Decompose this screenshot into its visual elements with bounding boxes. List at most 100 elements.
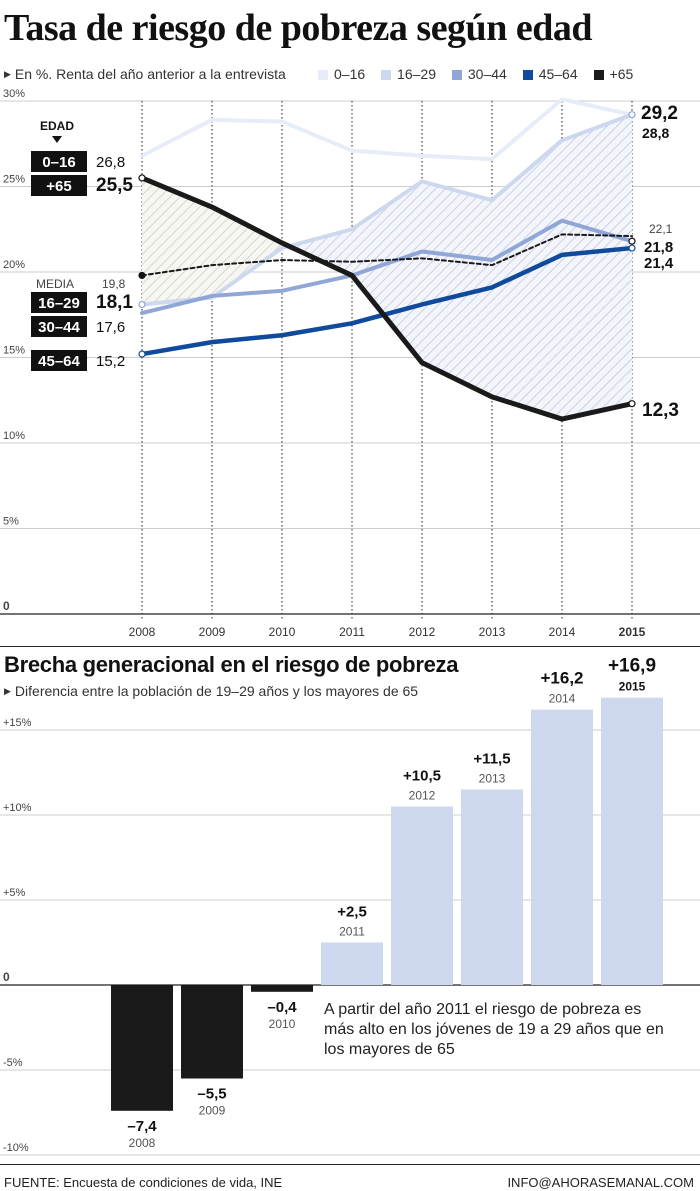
legend-label: 30–44 bbox=[467, 66, 507, 82]
bar-year-label: 2015 bbox=[619, 680, 646, 694]
age-group-label: 30–44 bbox=[38, 319, 80, 336]
y-tick-label: +15% bbox=[3, 717, 32, 729]
age-group-label: 16–29 bbox=[38, 295, 80, 312]
triangle-right-icon: ▶ bbox=[4, 686, 11, 696]
bar-year-label: 2009 bbox=[199, 1104, 226, 1118]
gap-bar bbox=[531, 709, 593, 985]
age-group-box bbox=[31, 175, 87, 196]
section-divider bbox=[0, 646, 700, 647]
chart-subtitle: ▶ En %. Renta del año anterior a la entre… bbox=[4, 66, 286, 82]
gap-bar bbox=[391, 806, 453, 985]
legend-swatch bbox=[318, 70, 328, 80]
start-value-label: 26,8 bbox=[96, 154, 125, 171]
bar-year-label: 2014 bbox=[549, 692, 576, 706]
start-value-label: 18,1 bbox=[96, 292, 133, 313]
end-value-label: 21,4 bbox=[644, 255, 674, 272]
start-value-label: 17,6 bbox=[96, 319, 125, 336]
legend-item-16-29: 16–29 bbox=[381, 66, 436, 82]
y-tick-label: 30% bbox=[3, 88, 25, 100]
legend-label: 16–29 bbox=[397, 66, 436, 82]
x-tick-label: 2012 bbox=[409, 625, 436, 639]
bar-year-label: 2010 bbox=[269, 1017, 296, 1031]
source-credit: FUENTE: Encuesta de condiciones de vida,… bbox=[4, 1175, 283, 1190]
bar-value-label: +10,5 bbox=[403, 768, 441, 785]
start-point-media bbox=[138, 271, 146, 280]
series-line-1629 bbox=[140, 112, 634, 307]
legend-item-65plus: +65 bbox=[593, 66, 634, 82]
legend-label: 45–64 bbox=[538, 66, 578, 82]
start-value-label: 15,2 bbox=[96, 353, 125, 370]
gap-chart-subtitle: ▶ Diferencia entre la población de 19–29 … bbox=[4, 683, 418, 699]
x-tick-label: 2015 bbox=[619, 625, 646, 639]
age-group-box bbox=[31, 350, 87, 371]
page-title: Tasa de riesgo de pobreza según edad bbox=[4, 7, 592, 49]
end-point-45-64 bbox=[628, 244, 636, 252]
age-group-label: 0–16 bbox=[42, 154, 75, 171]
legend-swatch bbox=[381, 70, 392, 80]
gap-area-pre2011 bbox=[142, 177, 289, 305]
media-start-value: 19,8 bbox=[102, 277, 126, 291]
y-tick-label: -10% bbox=[3, 1142, 29, 1154]
y-tick-label: 15% bbox=[3, 345, 25, 357]
x-tick-label: 2013 bbox=[479, 625, 506, 639]
x-tick-label: 2011 bbox=[339, 625, 365, 639]
legend-swatch bbox=[593, 70, 604, 80]
y-tick-label: 25% bbox=[3, 174, 25, 186]
x-tick-label: 2010 bbox=[269, 625, 296, 639]
bar-value-label: +16,9 bbox=[608, 656, 656, 677]
end-value-label: 29,2 bbox=[641, 103, 678, 124]
triangle-down-icon bbox=[52, 136, 62, 143]
legend-item-0-16: 0–16 bbox=[318, 66, 365, 82]
gap-bar bbox=[461, 789, 523, 985]
y-tick-label: 0 bbox=[3, 599, 10, 613]
edad-header: EDAD bbox=[40, 119, 74, 133]
gap-area-post2011 bbox=[289, 114, 632, 420]
series-line-016 bbox=[140, 97, 634, 162]
chart-subtitle-text: En %. Renta del año anterior a la entrev… bbox=[14, 66, 286, 82]
y-tick-label: 10% bbox=[3, 430, 25, 442]
start-value-label: 25,5 bbox=[96, 175, 133, 196]
legend-swatch bbox=[522, 70, 533, 80]
legend-item-45-64: 45–64 bbox=[522, 66, 578, 82]
y-tick-label: +10% bbox=[3, 802, 32, 814]
start-point-16-29 bbox=[138, 300, 146, 309]
bar-year-label: 2012 bbox=[409, 789, 436, 803]
start-point-45-64 bbox=[138, 350, 146, 358]
bar-value-label: –0,4 bbox=[267, 999, 297, 1016]
gap-bar bbox=[321, 942, 383, 985]
footer-divider bbox=[0, 1164, 700, 1165]
legend-label: 0–16 bbox=[334, 66, 366, 82]
legend-swatch bbox=[451, 70, 462, 80]
x-tick-label: 2009 bbox=[199, 625, 226, 639]
age-group-label: +65 bbox=[46, 178, 71, 195]
end-point-65plus bbox=[628, 400, 636, 408]
media-label: MEDIA bbox=[36, 277, 74, 291]
end-point-0-16 bbox=[628, 111, 636, 119]
gap-bar bbox=[111, 985, 173, 1111]
end-value-label: 21,8 bbox=[644, 239, 673, 256]
age-group-box bbox=[31, 316, 87, 337]
start-point-65plus bbox=[138, 174, 146, 182]
chart-legend: 0–16 16–29 30–44 45–64 +65 bbox=[318, 66, 633, 82]
x-tick-label: 2008 bbox=[129, 625, 156, 639]
gap-bar bbox=[251, 985, 313, 992]
legend-item-30-44: 30–44 bbox=[451, 66, 507, 82]
contact-email[interactable]: INFO@AHORASEMANAL.COM bbox=[507, 1175, 694, 1190]
annotation-note: A partir del año 2011 el riesgo de pobre… bbox=[324, 1001, 664, 1058]
series-line-65 bbox=[139, 175, 635, 422]
end-value-label: 22,1 bbox=[649, 222, 673, 236]
y-tick-label: 5% bbox=[3, 516, 19, 528]
y-tick-label: -5% bbox=[3, 1057, 23, 1069]
bar-year-label: 2013 bbox=[479, 772, 506, 786]
bar-value-label: –5,5 bbox=[197, 1086, 226, 1103]
poverty-rate-line-chart: 30% 25% 20% 15% 10% 5% 0 2008 2009 2010 2011 2012 20… bbox=[0, 88, 700, 639]
bar-year-label: 2011 bbox=[339, 925, 365, 939]
gap-bar bbox=[181, 985, 243, 1079]
x-tick-label: 2014 bbox=[549, 625, 576, 639]
legend-label: +65 bbox=[609, 66, 634, 82]
gap-chart-subtitle-text: Diferencia entre la población de 19–29 a… bbox=[14, 683, 419, 699]
age-group-label: 45–64 bbox=[38, 353, 80, 370]
age-group-box bbox=[31, 292, 87, 313]
triangle-right-icon: ▶ bbox=[4, 69, 11, 79]
